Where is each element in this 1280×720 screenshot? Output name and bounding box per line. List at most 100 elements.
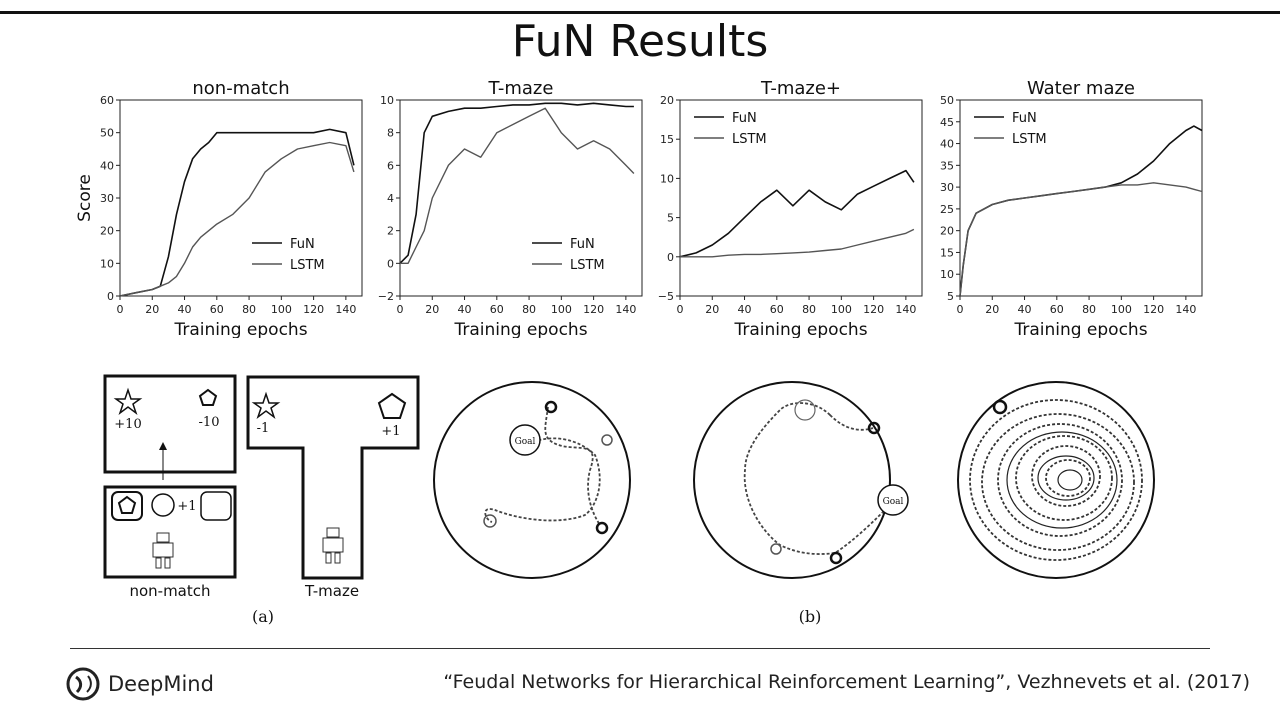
plot-frame	[959, 99, 1203, 297]
chart-t-maze-plus-svg: T-maze+0 20 40 60 80 100 120 140−505101520Train…	[658, 78, 923, 338]
rounded-box-icon	[111, 491, 143, 521]
legend-label: LSTM	[1012, 132, 1047, 147]
y-tick-label: 20	[940, 225, 954, 238]
chart-water-maze: Water maze 0 20 40 60 80 100 120 140 5 10 15 20 25 30 3…	[912, 76, 1212, 338]
y-tick-label: 10	[940, 268, 954, 281]
x-tick-label: 100	[271, 303, 292, 316]
marker-icon	[794, 399, 816, 421]
brand-name: DeepMind	[108, 672, 214, 696]
series-line-fun	[399, 102, 634, 264]
marker-icon	[601, 434, 613, 446]
t-maze-reward-star-label: -1	[257, 421, 270, 436]
non-match-diagram: +10 -10 +1 non-match	[103, 374, 237, 600]
y-tick-label: 35	[940, 159, 954, 172]
chart-non-match: non-match 0 20 40 60 80 100 120 140 0 10 20 30 40 50 60…	[72, 76, 372, 338]
trajectory-path	[743, 402, 891, 555]
y-tick-label: 50	[940, 94, 954, 107]
y-tick-label: 45	[940, 116, 954, 129]
t-maze-walls	[246, 375, 420, 580]
start-marker-icon	[992, 399, 1008, 415]
x-tick-label: 0	[677, 303, 684, 316]
x-tick-label: 60	[490, 303, 504, 316]
x-tick-label: 0	[397, 303, 404, 316]
legend-label: FuN	[290, 237, 315, 252]
y-tick-label: 10	[380, 94, 394, 107]
x-tick-label: 40	[738, 303, 752, 316]
series-line-fun	[119, 128, 355, 297]
x-tick-label: 120	[583, 303, 604, 316]
inner-trajectory	[1006, 431, 1118, 529]
y-tick-label: 15	[940, 246, 954, 259]
chart-title: Water maze	[1027, 78, 1135, 99]
y-tick-label: 60	[100, 94, 114, 107]
chart-t-maze-plus: T-maze+ 0 20 40 60 80 100 120 140 −5 0 5 10 15 20 Train…	[632, 76, 932, 338]
chart-t-maze: T-maze 0 20 40 60 80 100 120 140 −2 0 2 4 6 8 10 Trainin…	[352, 76, 652, 338]
x-axis-label: Training epochs	[1013, 320, 1147, 338]
y-tick-label: 2	[387, 225, 394, 238]
y-tick-label: 0	[667, 251, 674, 264]
legend-label: LSTM	[290, 258, 325, 273]
series-line-lstm	[959, 182, 1203, 297]
legend-label: LSTM	[732, 132, 767, 147]
x-tick-label: 120	[303, 303, 324, 316]
y-tick-label: 40	[940, 138, 954, 151]
chart-water-maze-svg: Water maze 0 20 40 60 80 100 120 140 5 10 15 20 25 30 3…	[940, 78, 1203, 338]
goal-label: Goal	[883, 497, 904, 507]
x-tick-label: 140	[895, 303, 916, 316]
x-tick-label: 140	[615, 303, 636, 316]
citation: “Feudal Networks for Hierarchical Reinfo…	[443, 671, 1250, 693]
x-tick-label: 0	[117, 303, 124, 316]
x-tick-label: 140	[335, 303, 356, 316]
x-tick-label: 20	[985, 303, 999, 316]
chart-title: non-match	[192, 78, 289, 99]
pool-circle	[957, 381, 1155, 579]
start-marker-icon	[829, 551, 843, 565]
slide-title: FuN Results	[511, 16, 769, 67]
reward-star-label: +10	[114, 417, 141, 432]
legend-label: FuN	[1012, 111, 1037, 126]
series-line-lstm	[680, 228, 915, 258]
y-axis-label: Score	[75, 174, 95, 222]
non-match-top-room	[103, 374, 237, 474]
x-tick-label: 20	[145, 303, 159, 316]
non-match-bottom-room	[103, 485, 237, 579]
marker-icon	[770, 543, 782, 555]
t-maze-diagram: -1 +1 T-maze	[246, 375, 420, 600]
series-line-lstm	[400, 107, 635, 265]
x-tick-label: 80	[802, 303, 816, 316]
non-match-caption: non-match	[129, 582, 210, 600]
pentagon-icon	[377, 392, 407, 419]
star-icon	[113, 387, 143, 416]
y-tick-label: 25	[940, 203, 954, 216]
x-tick-label: 60	[1050, 303, 1064, 316]
goal-label: Goal	[515, 437, 536, 447]
start-marker-icon	[595, 521, 609, 535]
spiral-trajectory	[969, 399, 1143, 561]
x-tick-label: 40	[1018, 303, 1032, 316]
deepmind-logo: DeepMind	[66, 664, 214, 704]
y-tick-label: 10	[100, 257, 114, 270]
plot-frame	[119, 99, 363, 297]
y-tick-label: 6	[387, 159, 394, 172]
figure-b-label: (b)	[799, 607, 822, 626]
robot-icon	[322, 527, 344, 564]
x-axis-label: Training epochs	[453, 320, 587, 338]
x-tick-label: 20	[425, 303, 439, 316]
marker-icon	[483, 514, 497, 528]
y-tick-label: 40	[100, 159, 114, 172]
series-line-lstm	[119, 141, 355, 297]
y-tick-label: 20	[100, 225, 114, 238]
y-tick-label: 5	[947, 290, 954, 303]
water-maze-trajectory-3	[957, 381, 1155, 579]
chart-title: T-maze	[488, 78, 554, 99]
x-axis-label: Training epochs	[733, 320, 867, 338]
x-axis-label: Training epochs	[173, 320, 307, 338]
robot-icon	[152, 532, 174, 569]
y-tick-label: 30	[940, 181, 954, 194]
water-maze-trajectory-1: Goal	[433, 381, 631, 579]
x-tick-label: 140	[1175, 303, 1196, 316]
t-maze-reward-pentagon-label: +1	[381, 424, 400, 439]
y-tick-label: −5	[658, 290, 674, 303]
circle-icon	[151, 493, 175, 517]
empty-rounded-box-icon	[200, 491, 232, 521]
